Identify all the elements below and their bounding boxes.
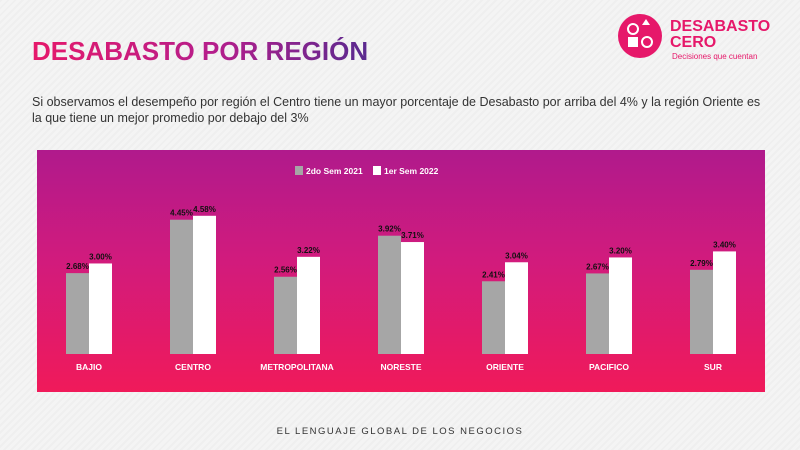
data-label: 3.00%: [89, 252, 112, 261]
page-footer: EL LENGUAJE GLOBAL DE LOS NEGOCIOS: [276, 426, 524, 437]
bar-chart: 2do Sem 2021 1er Sem 2022 2.68%3.00% BAJIO 4…: [66, 166, 736, 372]
bar-noreste-sem2-2021: [378, 235, 401, 354]
data-label: 3.92%: [378, 225, 401, 234]
bar-pacifico-sem2-2021: [586, 273, 609, 354]
category-label: ORIENTE: [486, 362, 524, 372]
data-label: 2.68%: [66, 262, 89, 271]
bar-noreste-sem1-2022: [401, 242, 424, 354]
bar-metropolitana-sem1-2022: [297, 256, 320, 354]
category-label: PACIFICO: [589, 362, 629, 372]
bar-sur-sem2-2021: [690, 269, 713, 354]
legend-label: 1er Sem 2022: [384, 166, 439, 176]
data-label: 2.67%: [586, 262, 609, 271]
brand-logo: DESABASTO CERO Decisiones que cuentan: [618, 14, 788, 64]
legend-swatch: [373, 166, 381, 175]
data-label: 2.41%: [482, 270, 505, 279]
category-label: NORESTE: [380, 362, 421, 372]
bar-bajio-sem1-2022: [89, 263, 112, 354]
data-label: 4.45%: [170, 209, 193, 218]
logo-text-line2: CERO: [670, 34, 717, 51]
data-label: 3.22%: [297, 246, 320, 255]
category-label: METROPOLITANA: [260, 362, 334, 372]
data-label: 3.71%: [401, 231, 424, 240]
bar-metropolitana-sem2-2021: [274, 276, 297, 354]
bar-centro-sem1-2022: [193, 215, 216, 354]
bar-oriente-sem1-2022: [505, 262, 528, 354]
category-label: BAJIO: [76, 362, 102, 372]
bar-oriente-sem2-2021: [482, 281, 505, 354]
bar-sur-sem1-2022: [713, 251, 736, 354]
logo-text-line1: DESABASTO: [670, 18, 771, 35]
data-label: 3.20%: [609, 246, 632, 255]
logo-icon: [618, 14, 662, 58]
legend-swatch: [295, 166, 303, 175]
bar-pacifico-sem1-2022: [609, 257, 632, 354]
page-subtitle: Si observamos el desempeño por región el…: [32, 95, 761, 125]
chart-panel: 2do Sem 2021 1er Sem 2022 2.68% 3.00% BAJIO 4…: [37, 150, 765, 392]
legend-label: 2do Sem 2021: [306, 166, 363, 176]
page-title: DESABASTO POR REGIÓN: [32, 36, 369, 66]
data-label: 3.40%: [713, 240, 736, 249]
data-label: 4.58%: [193, 205, 216, 214]
logo-tagline: Decisiones que cuentan: [672, 52, 758, 61]
data-label: 2.79%: [690, 259, 713, 268]
bar-centro-sem2-2021: [170, 219, 193, 354]
data-label: 2.56%: [274, 266, 297, 275]
bar-bajio-sem2-2021: [66, 273, 89, 354]
category-label: SUR: [704, 362, 722, 372]
category-label: CENTRO: [175, 362, 211, 372]
data-label: 3.04%: [505, 251, 528, 260]
